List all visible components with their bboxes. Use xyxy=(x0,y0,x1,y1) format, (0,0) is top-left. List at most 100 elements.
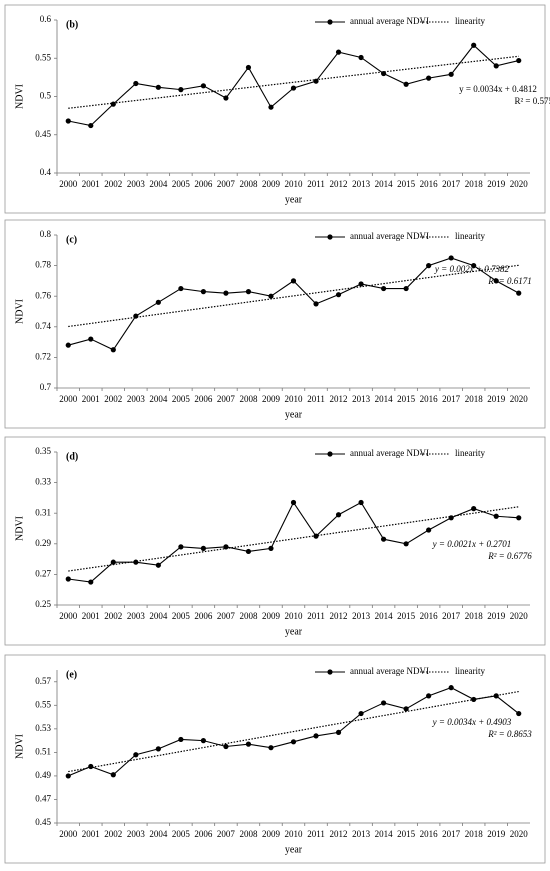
x-tick-label: 2013 xyxy=(352,829,371,839)
x-tick-label: 2018 xyxy=(465,394,484,404)
y-tick-label: 0.55 xyxy=(35,699,51,709)
data-point xyxy=(155,562,161,568)
data-point xyxy=(65,576,71,582)
y-axis-label: NDVI xyxy=(14,516,25,541)
data-point xyxy=(110,347,116,353)
data-point xyxy=(313,78,319,84)
data-point xyxy=(155,746,161,752)
x-tick-label: 2015 xyxy=(397,179,416,189)
y-tick-label: 0.45 xyxy=(35,817,51,827)
data-point xyxy=(380,700,387,706)
x-tick-label: 2020 xyxy=(510,829,529,839)
x-tick-label: 2003 xyxy=(127,829,146,839)
data-point xyxy=(358,54,364,61)
x-tick-label: 2017 xyxy=(442,179,461,189)
data-point xyxy=(65,773,71,779)
panel-title: (c) xyxy=(66,234,77,245)
x-tick-label: 2020 xyxy=(510,394,529,404)
x-tick-label: 2005 xyxy=(172,611,191,621)
data-point xyxy=(358,281,364,287)
trend-line xyxy=(68,506,519,572)
legend-marker xyxy=(327,451,333,457)
data-point xyxy=(200,289,207,295)
y-tick-label: 0.8 xyxy=(40,229,52,239)
data-point xyxy=(493,63,499,69)
x-tick-label: 2005 xyxy=(172,394,191,404)
equation-annotation: R² = 0.6776 xyxy=(487,551,532,561)
data-point xyxy=(516,57,522,64)
equation-annotation: R² = 0.5753 xyxy=(514,96,550,106)
x-tick-label: 2010 xyxy=(285,611,304,621)
x-tick-label: 2015 xyxy=(397,829,416,839)
x-tick-label: 2000 xyxy=(59,394,78,404)
data-point xyxy=(380,285,387,292)
x-tick-label: 2003 xyxy=(127,179,146,189)
data-point xyxy=(178,736,184,743)
data-point xyxy=(358,499,364,506)
x-tick-label: 2012 xyxy=(330,829,348,839)
data-point xyxy=(133,80,139,87)
panel-title: (d) xyxy=(66,451,78,462)
data-point xyxy=(403,285,409,292)
data-point xyxy=(448,71,454,77)
y-tick-label: 0.45 xyxy=(35,129,51,139)
x-tick-label: 2013 xyxy=(352,394,371,404)
y-tick-label: 0.6 xyxy=(40,14,52,24)
y-tick-label: 0.57 xyxy=(35,676,51,686)
x-tick-label: 2012 xyxy=(330,179,348,189)
data-point xyxy=(335,49,342,55)
data-point xyxy=(290,739,297,745)
y-tick-label: 0.7 xyxy=(40,382,52,392)
y-tick-label: 0.78 xyxy=(35,260,51,270)
data-point xyxy=(290,278,297,284)
legend-label: annual average NDVI xyxy=(350,231,429,241)
x-tick-label: 2012 xyxy=(330,611,348,621)
legend-label: annual average NDVI xyxy=(350,666,429,676)
x-tick-label: 2002 xyxy=(104,179,122,189)
data-point xyxy=(335,512,342,518)
data-point xyxy=(155,299,161,305)
data-point xyxy=(493,278,499,284)
data-point xyxy=(88,122,94,129)
data-point xyxy=(178,544,184,550)
legend-marker xyxy=(327,234,333,240)
x-tick-label: 2016 xyxy=(420,394,439,404)
data-point xyxy=(426,527,432,533)
y-tick-label: 0.29 xyxy=(35,538,51,548)
x-tick-label: 2016 xyxy=(420,179,439,189)
y-tick-label: 0.47 xyxy=(35,794,51,804)
panel-title: (b) xyxy=(66,19,78,30)
x-tick-label: 2018 xyxy=(465,179,484,189)
x-tick-label: 2010 xyxy=(285,394,304,404)
x-tick-label: 2017 xyxy=(442,611,461,621)
data-point xyxy=(110,559,116,565)
y-tick-label: 0.76 xyxy=(35,290,51,300)
y-axis-label: NDVI xyxy=(14,84,25,109)
data-point xyxy=(268,745,274,751)
data-point xyxy=(110,101,116,107)
trend-line xyxy=(68,55,519,109)
x-tick-label: 2009 xyxy=(262,179,281,189)
data-point xyxy=(471,263,477,269)
trend-line xyxy=(68,690,519,773)
x-tick-label: 2009 xyxy=(262,829,281,839)
data-point xyxy=(516,290,522,296)
legend-marker xyxy=(327,19,333,25)
y-tick-label: 0.55 xyxy=(35,52,51,62)
data-point xyxy=(358,710,364,717)
panel-frame xyxy=(4,219,546,429)
legend-label: linearity xyxy=(455,231,485,241)
x-tick-label: 2008 xyxy=(239,829,258,839)
data-point xyxy=(245,741,252,747)
x-tick-label: 2016 xyxy=(420,829,439,839)
x-tick-label: 2006 xyxy=(194,394,213,404)
equation-annotation: R² = 0.8653 xyxy=(487,729,532,739)
x-axis-label: year xyxy=(285,844,303,855)
y-axis-label: NDVI xyxy=(14,734,25,759)
x-tick-label: 2006 xyxy=(194,829,213,839)
x-tick-label: 2013 xyxy=(352,179,371,189)
x-tick-label: 2017 xyxy=(442,394,461,404)
y-tick-label: 0.5 xyxy=(40,91,52,101)
data-point xyxy=(403,541,409,547)
x-tick-label: 2002 xyxy=(104,611,122,621)
